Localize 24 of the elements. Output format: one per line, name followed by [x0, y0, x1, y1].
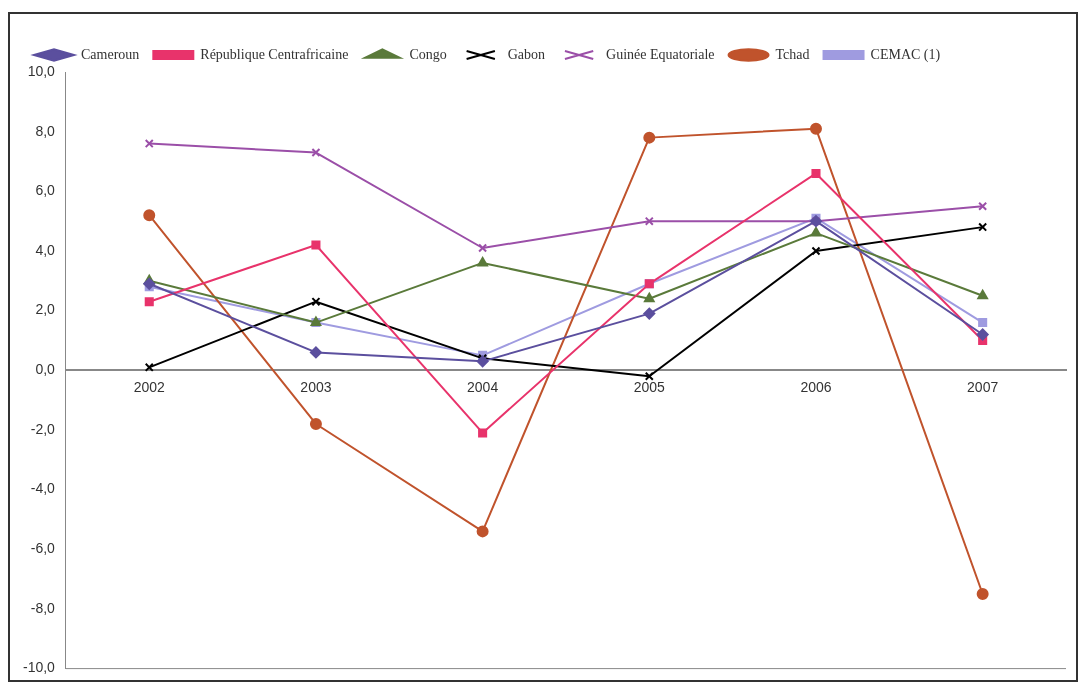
legend-label: CEMAC (1) [870, 46, 941, 63]
x-tick-label: 2002 [133, 378, 166, 395]
legend-label: République Centrafricaine [200, 46, 349, 62]
legend-label: Gabon [507, 46, 546, 62]
y-tick-label: 10,0 [27, 62, 56, 79]
x-tick-label: 2006 [800, 378, 832, 395]
y-tick-label: -6,0 [30, 540, 56, 557]
x-tick-label: 2007 [967, 378, 999, 395]
y-tick-label: 8,0 [35, 122, 56, 139]
x-tick-label: 2003 [300, 378, 332, 395]
y-tick-label: -8,0 [30, 599, 56, 616]
legend-label: Tchad [775, 46, 810, 62]
y-tick-label: 6,0 [35, 182, 56, 199]
x-tick-label: 2005 [633, 378, 666, 395]
y-tick-label: 4,0 [35, 241, 56, 258]
legend-label: Guinée Equatoriale [606, 46, 715, 62]
y-tick-label: 0,0 [35, 361, 56, 378]
y-tick-label: -4,0 [30, 480, 56, 497]
y-tick-label: -2,0 [30, 420, 56, 437]
legend-label: Congo [409, 46, 447, 62]
x-tick-label: 2004 [467, 378, 499, 395]
y-tick-label: -10,0 [22, 659, 56, 676]
y-tick-label: 2,0 [35, 301, 56, 318]
legend-label: Cameroun [81, 46, 140, 62]
